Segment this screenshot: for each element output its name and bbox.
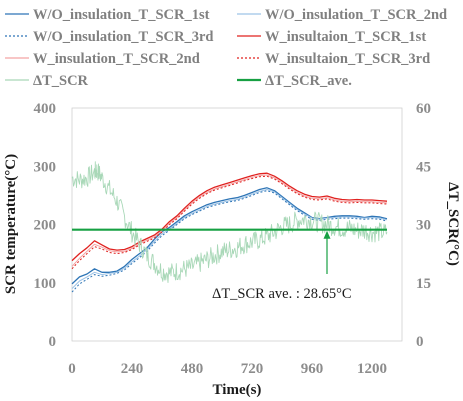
series-line-w-o-insulation-t-scr-2nd [71,189,388,289]
x-tick-label: 1200 [357,361,387,377]
y2-tick-label: 0 [416,334,424,350]
y2-tick-label: 30 [416,218,431,234]
legend-label-w-insultaion-t-scr-3rd: W_insultaion_T_SCR_3rd [265,51,430,67]
annotation-text: ΔT_SCR ave. : 28.65°C [212,286,352,302]
legend-label-t-scr: ΔT_SCR [33,73,89,89]
series-line-t-scr [71,161,388,284]
annotation-layer: ΔT_SCR ave. : 28.65°C [212,230,352,302]
y2-axis-title: ΔT_SCR(°C) [445,182,461,266]
series-line-w-o-insulation-t-scr-3rd [71,190,388,293]
series-line-w-insultaion-t-scr-1st [71,172,388,262]
y2-tick-label: 15 [416,276,431,292]
y-tick-label: 0 [49,334,57,350]
y2-tick-label: 45 [416,159,431,175]
series-line-w-o-insulation-t-scr-1st [71,187,388,285]
x-tick-label: 0 [68,361,76,377]
y-tick-label: 100 [34,276,57,292]
series-layer [71,161,388,293]
plot-area-frame [71,107,403,342]
x-tick-label: 720 [241,361,264,377]
y2-tick-label: 60 [416,101,431,117]
legend-label-w-o-insulation-t-scr-2nd: W/O_insulation_T_SCR_2nd [265,7,447,23]
x-tick-label: 240 [121,361,144,377]
tick-layer: 0 240 480 720 960 1200 0 100 200 300 400 0 15 30 45 60 [34,101,432,377]
legend-label-t-scr-ave: ΔT_SCR_ave. [265,73,352,89]
legend: W/O_insulation_T_SCR_1st W/O_insulation_T… [5,7,447,89]
legend-label-w-o-insulation-t-scr-1st: W/O_insulation_T_SCR_1st [33,7,210,23]
y-axis-title: SCR temperature(°C) [3,154,19,294]
y-tick-label: 200 [34,218,57,234]
x-tick-label: 480 [181,361,204,377]
y-tick-label: 400 [34,101,57,117]
series-line-w-insultaion-t-scr-3rd [71,175,388,270]
x-axis-title: Time(s) [213,382,262,398]
series-line-w-insulation-t-scr-2nd [71,174,388,267]
legend-label-w-insultaion-t-scr-1st: W_insultaion_T_SCR_1st [265,29,426,45]
legend-label-w-insulation-t-scr-2nd: W_insulation_T_SCR_2nd [33,51,200,67]
annotation-arrow-head [323,230,331,239]
legend-label-w-o-insulation-t-scr-3rd: W/O_insulation_T_SCR_3rd [33,29,214,45]
x-tick-label: 960 [301,361,324,377]
y-tick-label: 300 [34,159,57,175]
